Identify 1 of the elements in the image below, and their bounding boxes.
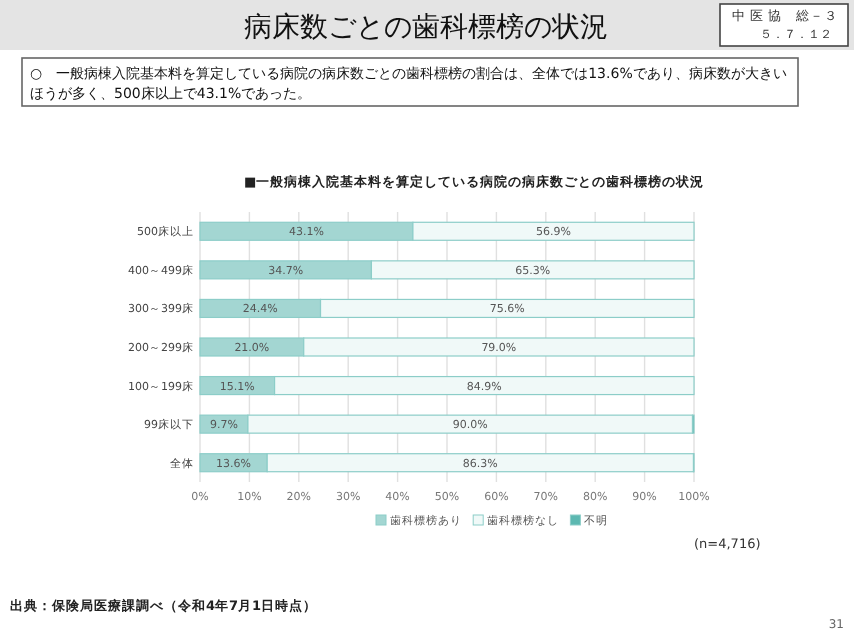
text: 病床数ごとの歯科標榜の状況 [244,12,608,44]
